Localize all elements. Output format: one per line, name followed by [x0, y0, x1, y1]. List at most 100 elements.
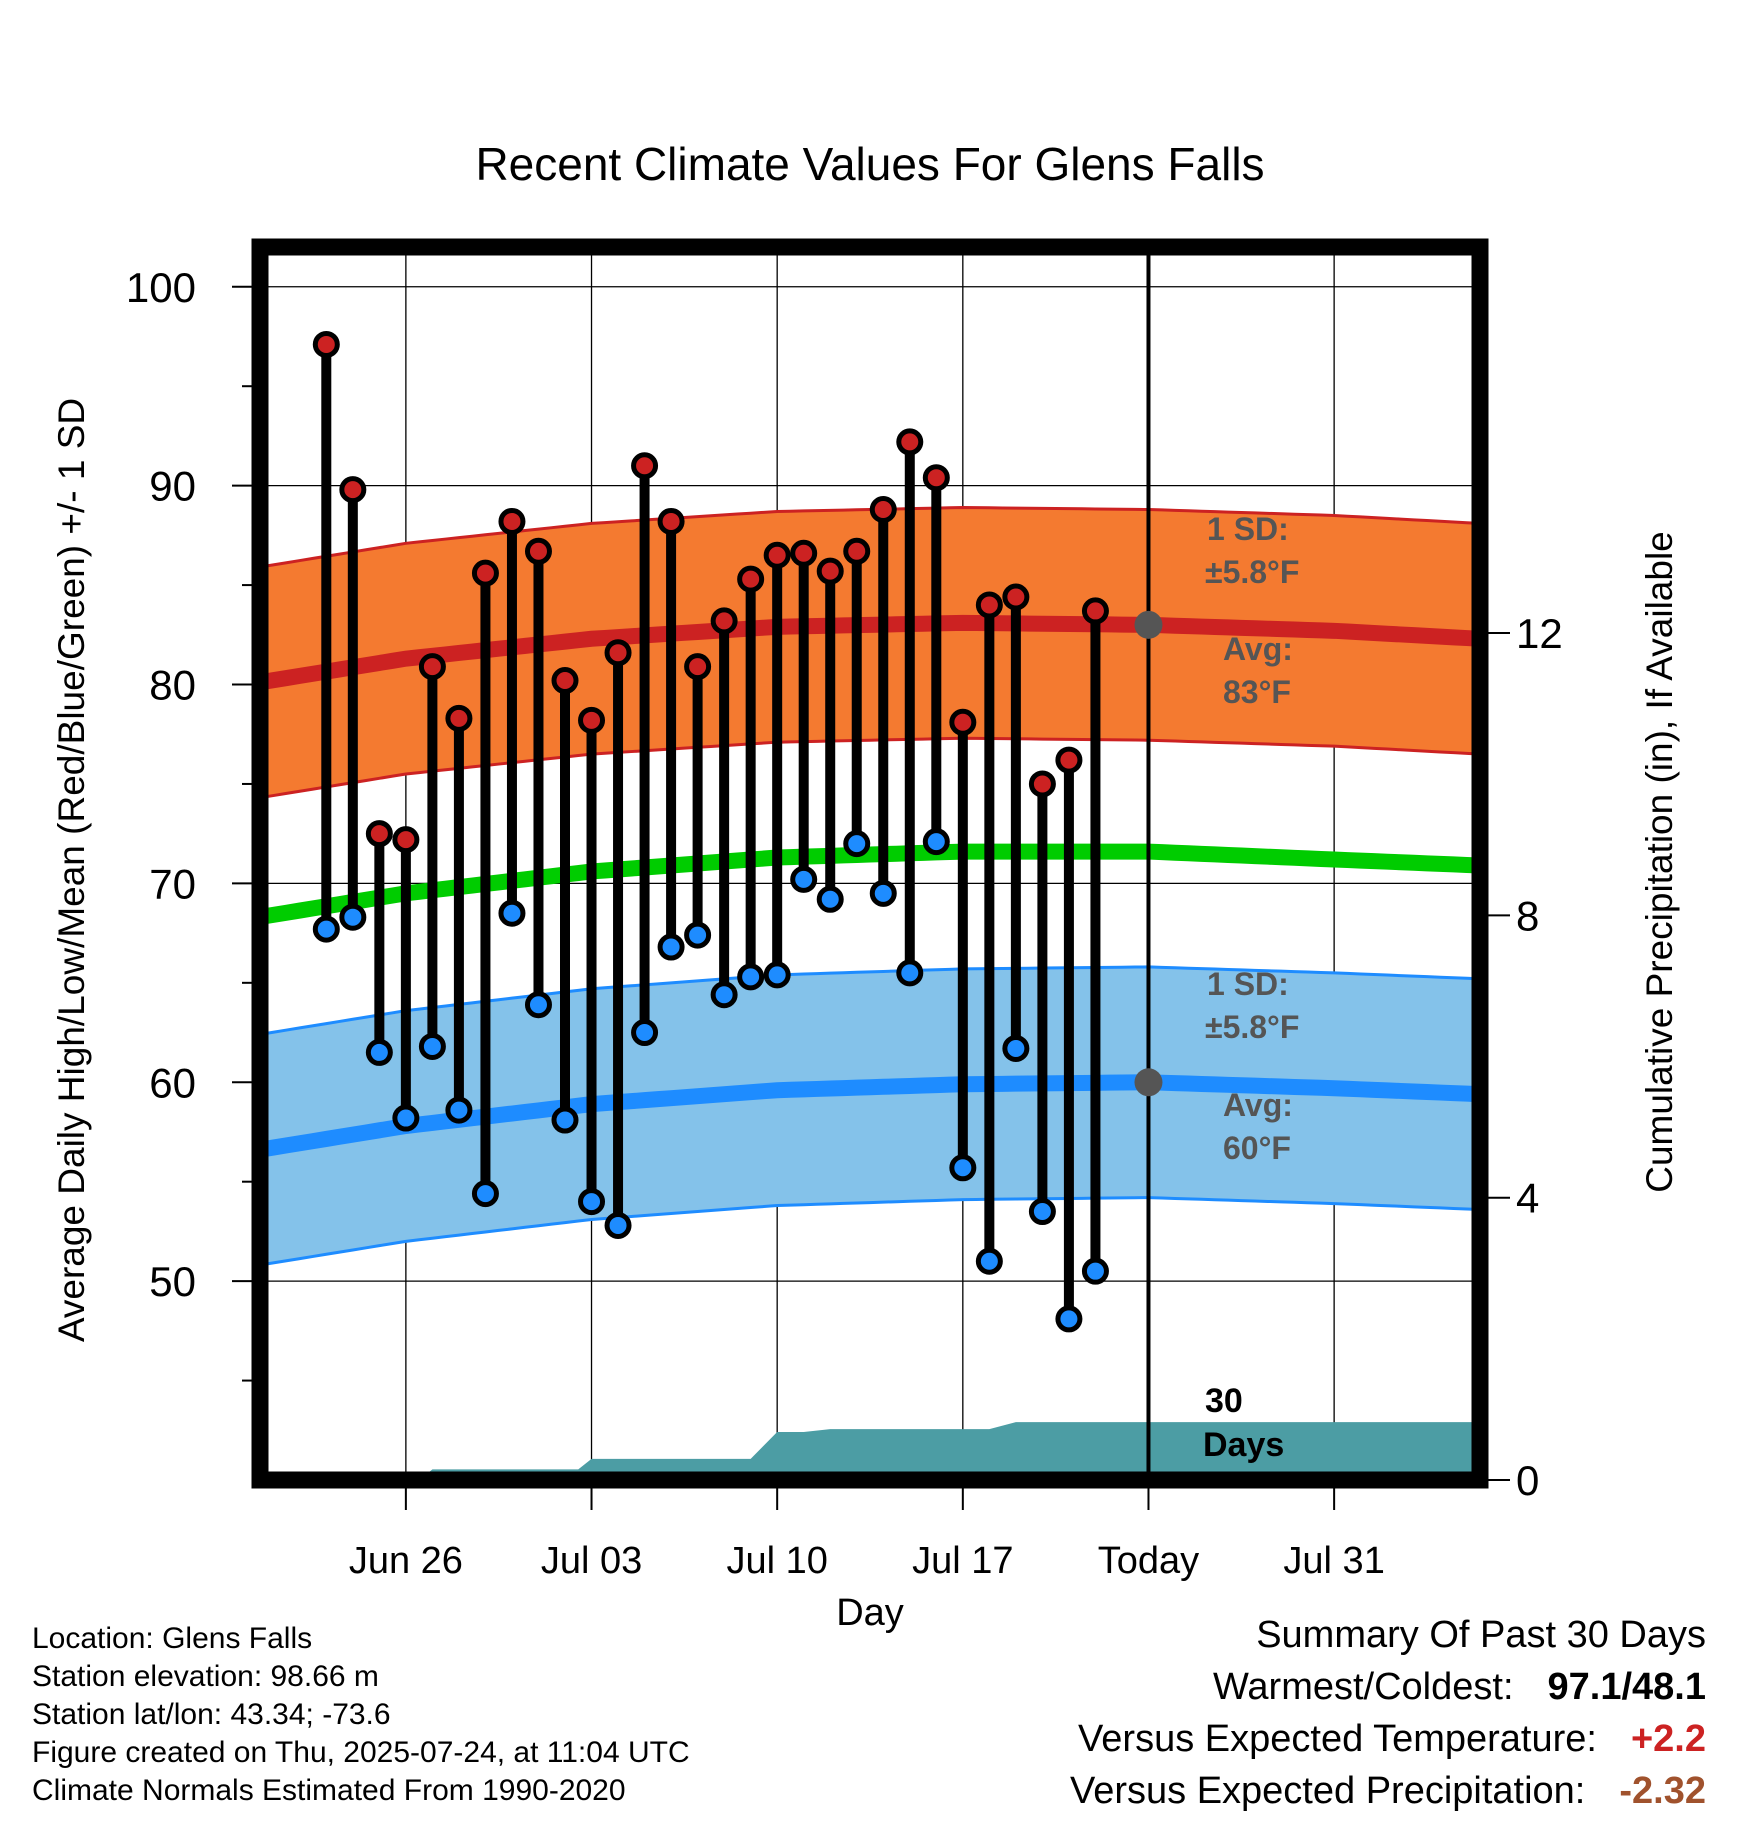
normal-high-line — [260, 614, 1480, 691]
high-temp-point — [869, 496, 897, 524]
x-tick-label: Jun 26 — [349, 1540, 463, 1582]
low-temp-point — [816, 885, 844, 913]
sd-high-label: 1 SD: — [1207, 511, 1289, 547]
low-temp-point — [737, 963, 765, 991]
plot-overlays: 1 SD: ±5.8°F Avg: 83°F 1 SD: ±5.8°F Avg: 60°F 30… — [1134, 247, 1299, 1480]
low-temp-point — [790, 865, 818, 893]
high-temp-point — [631, 452, 659, 480]
plot-frame — [251, 238, 1489, 1489]
low-temp-point — [312, 915, 340, 943]
high-temp-point — [339, 476, 367, 504]
high-temp-point — [949, 708, 977, 736]
high-temp-point — [578, 706, 606, 734]
high-temp-point — [684, 653, 712, 681]
low-temp-point — [1028, 1198, 1056, 1226]
low-temp-point — [339, 903, 367, 931]
high-temp-point — [1002, 583, 1030, 611]
today-normal-high-marker — [1134, 610, 1163, 639]
y-tick-label: 70 — [149, 860, 196, 907]
high-temp-point — [524, 537, 552, 565]
high-temp-point — [418, 653, 446, 681]
precip-label-1: 30 — [1205, 1382, 1243, 1420]
avg-low-value: 60°F — [1223, 1130, 1291, 1166]
precip-label-2: Days — [1203, 1426, 1284, 1464]
info-elevation: Station elevation: 98.66 m — [32, 1660, 379, 1693]
low-temp-point — [524, 991, 552, 1019]
high-temp-point — [843, 537, 871, 565]
high-temp-point — [604, 639, 632, 667]
low-temp-point — [604, 1211, 632, 1239]
summary-warm-cold: Warmest/Coldest: 97.1/48.1 — [1213, 1666, 1706, 1709]
high-temp-point — [1081, 597, 1109, 625]
x-axis-label: Day — [836, 1592, 904, 1634]
summary-heading: Summary Of Past 30 Days — [1256, 1614, 1706, 1656]
y-tick-label: 90 — [149, 463, 196, 510]
low-temp-point — [975, 1247, 1003, 1275]
y-tick-label: 60 — [149, 1059, 196, 1106]
low-temp-point — [843, 830, 871, 858]
low-temp-point — [1081, 1257, 1109, 1285]
high-temp-point — [763, 541, 791, 569]
high-temp-point — [657, 507, 685, 535]
summary-precip: Versus Expected Precipitation: -2.32 — [1070, 1770, 1706, 1813]
low-temp-point — [631, 1019, 659, 1047]
high-temp-point — [896, 428, 924, 456]
low-temp-point — [551, 1106, 579, 1134]
temp-label: Versus Expected Temperature: — [1078, 1718, 1597, 1760]
y2-tick-label: 0 — [1516, 1457, 1539, 1504]
y-tick-label: 100 — [126, 264, 196, 311]
warm-cold-label: Warmest/Coldest: — [1212, 1666, 1514, 1708]
low-temp-point — [445, 1096, 473, 1124]
sd-high-value: ±5.8°F — [1205, 554, 1299, 590]
x-tick-label: Jul 31 — [1283, 1540, 1384, 1582]
normal-mean-line — [260, 843, 1480, 926]
high-temp-point — [975, 591, 1003, 619]
high-temp-point — [551, 667, 579, 695]
precip-area — [260, 1422, 1480, 1480]
high-temp-point — [816, 557, 844, 585]
low-temp-point — [365, 1038, 393, 1066]
x-tick-label: Jul 10 — [726, 1540, 827, 1582]
info-created: Figure created on Thu, 2025-07-24, at 11… — [32, 1736, 690, 1769]
high-temp-point — [710, 607, 738, 635]
sd-low-label: 1 SD: — [1207, 966, 1289, 1002]
low-temp-point — [869, 879, 897, 907]
high-temp-point — [445, 704, 473, 732]
precip-fill — [260, 1422, 1480, 1480]
summary-temp: Versus Expected Temperature: +2.2 — [1078, 1718, 1706, 1761]
y-axis-right: 0 4 8 12 — [1486, 610, 1563, 1504]
y-axis-label: Average Daily High/Low/Mean (Red/Blue/Gr… — [51, 398, 92, 1342]
chart-title: Recent Climate Values For Glens Falls — [475, 138, 1264, 190]
high-temp-point — [1028, 770, 1056, 798]
info-location: Location: Glens Falls — [32, 1622, 313, 1655]
info-normals: Climate Normals Estimated From 1990-2020 — [32, 1774, 626, 1807]
y2-axis-label: Cumulative Precipitation (in), If Availa… — [1639, 531, 1680, 1193]
low-sd-band-upper-edge — [260, 965, 1480, 1036]
low-temp-point — [392, 1104, 420, 1132]
high-temp-point — [1055, 746, 1083, 774]
low-temp-point — [922, 828, 950, 856]
low-temp-point — [498, 899, 526, 927]
low-temp-point — [763, 961, 791, 989]
avg-low-label: Avg: — [1223, 1087, 1293, 1123]
high-temp-point — [737, 565, 765, 593]
y2-tick-label: 8 — [1516, 892, 1539, 939]
low-temp-point — [657, 933, 685, 961]
high-temp-point — [365, 820, 393, 848]
y-axis-left: 50 60 70 80 90 100 — [126, 264, 254, 1382]
sd-low-value: ±5.8°F — [1205, 1009, 1299, 1045]
low-sd-band-lower-edge — [260, 1196, 1480, 1267]
low-temp-point — [1055, 1305, 1083, 1333]
low-temp-point — [684, 921, 712, 949]
precip-value: -2.32 — [1619, 1770, 1706, 1812]
low-temp-point — [1002, 1034, 1030, 1062]
station-info: Location: Glens Falls Station elevation:… — [32, 1620, 690, 1810]
warm-cold-value: 97.1/48.1 — [1547, 1666, 1706, 1708]
high-temp-point — [471, 559, 499, 587]
x-tick-label: Jul 17 — [912, 1540, 1013, 1582]
low-temp-point — [578, 1188, 606, 1216]
x-axis: Jun 26 Jul 03 Jul 10 Jul 17 Today Jul 31 — [349, 1486, 1385, 1582]
high-temp-point — [790, 539, 818, 567]
info-latlon: Station lat/lon: 43.34; -73.6 — [32, 1698, 391, 1731]
